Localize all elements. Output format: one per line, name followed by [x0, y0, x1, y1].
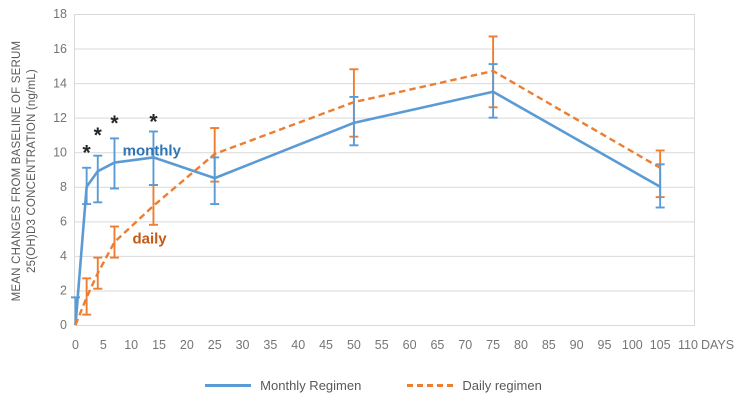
svg-text:*: *	[83, 141, 92, 164]
svg-text:95: 95	[598, 338, 612, 352]
svg-text:4: 4	[60, 249, 67, 263]
chart-canvas: 0 2 4 6 8 10 12 14 16 18 0 5 10 15 20 25 30 35 40 45 50 55 60 6…	[53, 7, 734, 352]
svg-text:45: 45	[319, 338, 333, 352]
svg-text:0: 0	[72, 338, 79, 352]
svg-text:10: 10	[124, 338, 138, 352]
svg-text:50: 50	[347, 338, 361, 352]
svg-text:*: *	[149, 110, 158, 133]
legend-label-daily: Daily regimen	[462, 378, 542, 393]
svg-text:12: 12	[53, 111, 67, 125]
svg-text:80: 80	[514, 338, 528, 352]
svg-text:25: 25	[208, 338, 222, 352]
svg-text:*: *	[110, 112, 119, 135]
svg-text:DAYS: DAYS	[701, 338, 734, 352]
svg-text:*: *	[94, 124, 103, 147]
svg-text:6: 6	[60, 215, 67, 229]
daily-annotation: daily	[132, 231, 167, 248]
svg-text:35: 35	[263, 338, 277, 352]
chart-legend: Monthly Regimen Daily regimen	[0, 378, 747, 393]
svg-text:70: 70	[458, 338, 472, 352]
error-bars-monthly-regimen	[71, 63, 665, 325]
error-bars-daily-regimen	[82, 35, 665, 316]
y-tick-labels: 0 2 4 6 8 10 12 14 16 18	[53, 7, 67, 332]
daily-line-swatch	[407, 384, 454, 387]
monthly-annotation: monthly	[123, 142, 182, 159]
series-daily-regimen	[74, 69, 661, 326]
svg-text:30: 30	[236, 338, 250, 352]
svg-text:16: 16	[53, 42, 67, 56]
svg-text:10: 10	[53, 145, 67, 159]
svg-text:100: 100	[622, 338, 643, 352]
svg-text:55: 55	[375, 338, 389, 352]
svg-text:90: 90	[570, 338, 584, 352]
svg-text:0: 0	[60, 318, 67, 332]
svg-text:15: 15	[152, 338, 166, 352]
svg-text:14: 14	[53, 76, 67, 90]
svg-text:110: 110	[678, 338, 698, 352]
gridlines	[74, 14, 695, 326]
legend-item-monthly: Monthly Regimen	[205, 378, 361, 393]
svg-text:75: 75	[486, 338, 500, 352]
svg-text:5: 5	[100, 338, 107, 352]
svg-text:40: 40	[291, 338, 305, 352]
svg-text:20: 20	[180, 338, 194, 352]
svg-text:85: 85	[542, 338, 556, 352]
x-tick-labels: 0 5 10 15 20 25 30 35 40 45 50 55 60 65 70 75 80 85 90 95 10…	[72, 338, 734, 352]
svg-text:8: 8	[60, 180, 67, 194]
svg-text:105: 105	[650, 338, 671, 352]
svg-text:2: 2	[60, 284, 67, 298]
svg-text:18: 18	[53, 7, 67, 21]
svg-text:60: 60	[403, 338, 417, 352]
legend-item-daily: Daily regimen	[407, 378, 542, 393]
significance-asterisks: *** *	[83, 110, 159, 164]
series-monthly-regimen	[74, 90, 661, 326]
svg-text:65: 65	[430, 338, 444, 352]
legend-label-monthly: Monthly Regimen	[260, 378, 362, 393]
monthly-line-swatch	[205, 384, 252, 387]
